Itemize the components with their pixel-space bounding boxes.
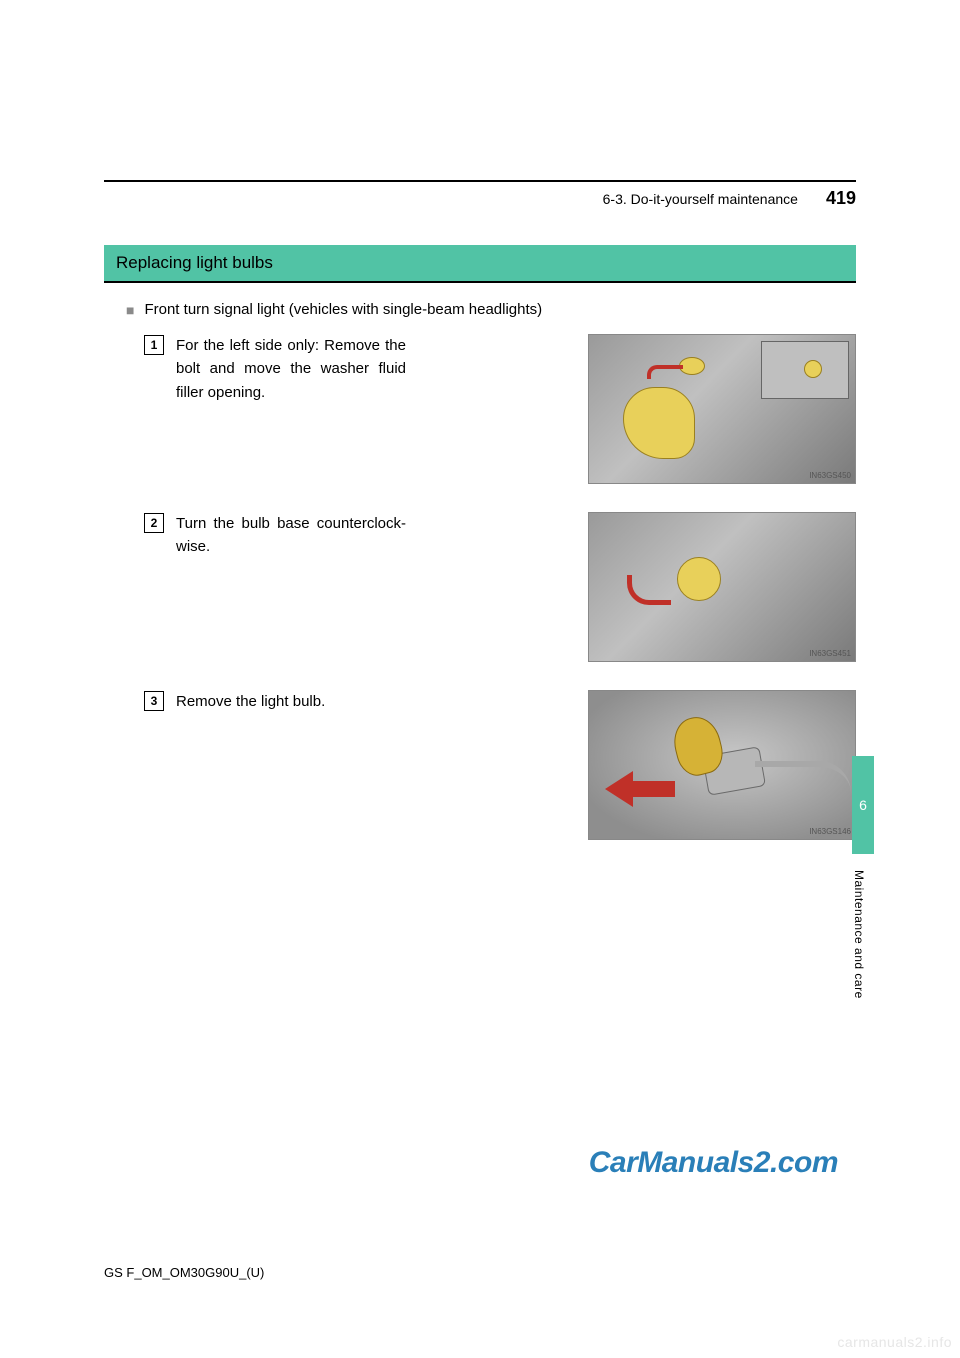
bolt-icon	[804, 360, 822, 378]
square-marker-icon: ■	[126, 302, 134, 318]
step-text: Remove the light bulb.	[176, 690, 406, 840]
step-row: 3 Remove the light bulb. IN63GS146	[144, 690, 856, 840]
manual-page: 6-3. Do-it-yourself maintenance 419 Repl…	[104, 180, 856, 1280]
bottom-watermark: carmanuals2.info	[837, 1334, 952, 1350]
watermark-text: CarManuals2.com	[589, 1146, 838, 1180]
step-row: 1 For the left side only: Remove the bol…	[144, 334, 856, 484]
subheading-text: Front turn signal light (vehicles with s…	[144, 301, 542, 318]
step-text: For the left side only: Remove the bolt …	[176, 334, 406, 484]
move-arrow-icon	[647, 365, 683, 379]
image-code: IN63GS451	[809, 649, 851, 658]
footer-code: GS F_OM_OM30G90U_(U)	[104, 1265, 264, 1280]
header-page-number: 419	[826, 188, 856, 209]
header-section: 6-3. Do-it-yourself maintenance	[603, 191, 798, 207]
step-row: 2 Turn the bulb base counterclock­wise. …	[144, 512, 856, 662]
chapter-tab-label: Maintenance and care	[852, 870, 866, 999]
inset-detail	[761, 341, 849, 399]
step-illustration: IN63GS451	[588, 512, 856, 662]
step-text: Turn the bulb base counterclock­wise.	[176, 512, 406, 662]
heading-text: Replacing light bulbs	[104, 245, 856, 281]
image-code: IN63GS146	[809, 827, 851, 836]
step-number-box: 3	[144, 691, 164, 711]
pull-arrow-icon	[605, 771, 675, 807]
page-header: 6-3. Do-it-yourself maintenance 419	[104, 180, 856, 209]
wire-icon	[755, 761, 851, 793]
bulb-base-icon	[677, 557, 721, 601]
chapter-tab-number: 6	[859, 797, 867, 813]
chapter-tab: 6	[852, 756, 874, 854]
step-number-box: 2	[144, 513, 164, 533]
step-number-box: 1	[144, 335, 164, 355]
image-code: IN63GS450	[809, 471, 851, 480]
heading-bar: Replacing light bulbs	[104, 245, 856, 283]
step-illustration: IN63GS450	[588, 334, 856, 484]
subheading: ■ Front turn signal light (vehicles with…	[126, 301, 856, 318]
step-illustration: IN63GS146	[588, 690, 856, 840]
